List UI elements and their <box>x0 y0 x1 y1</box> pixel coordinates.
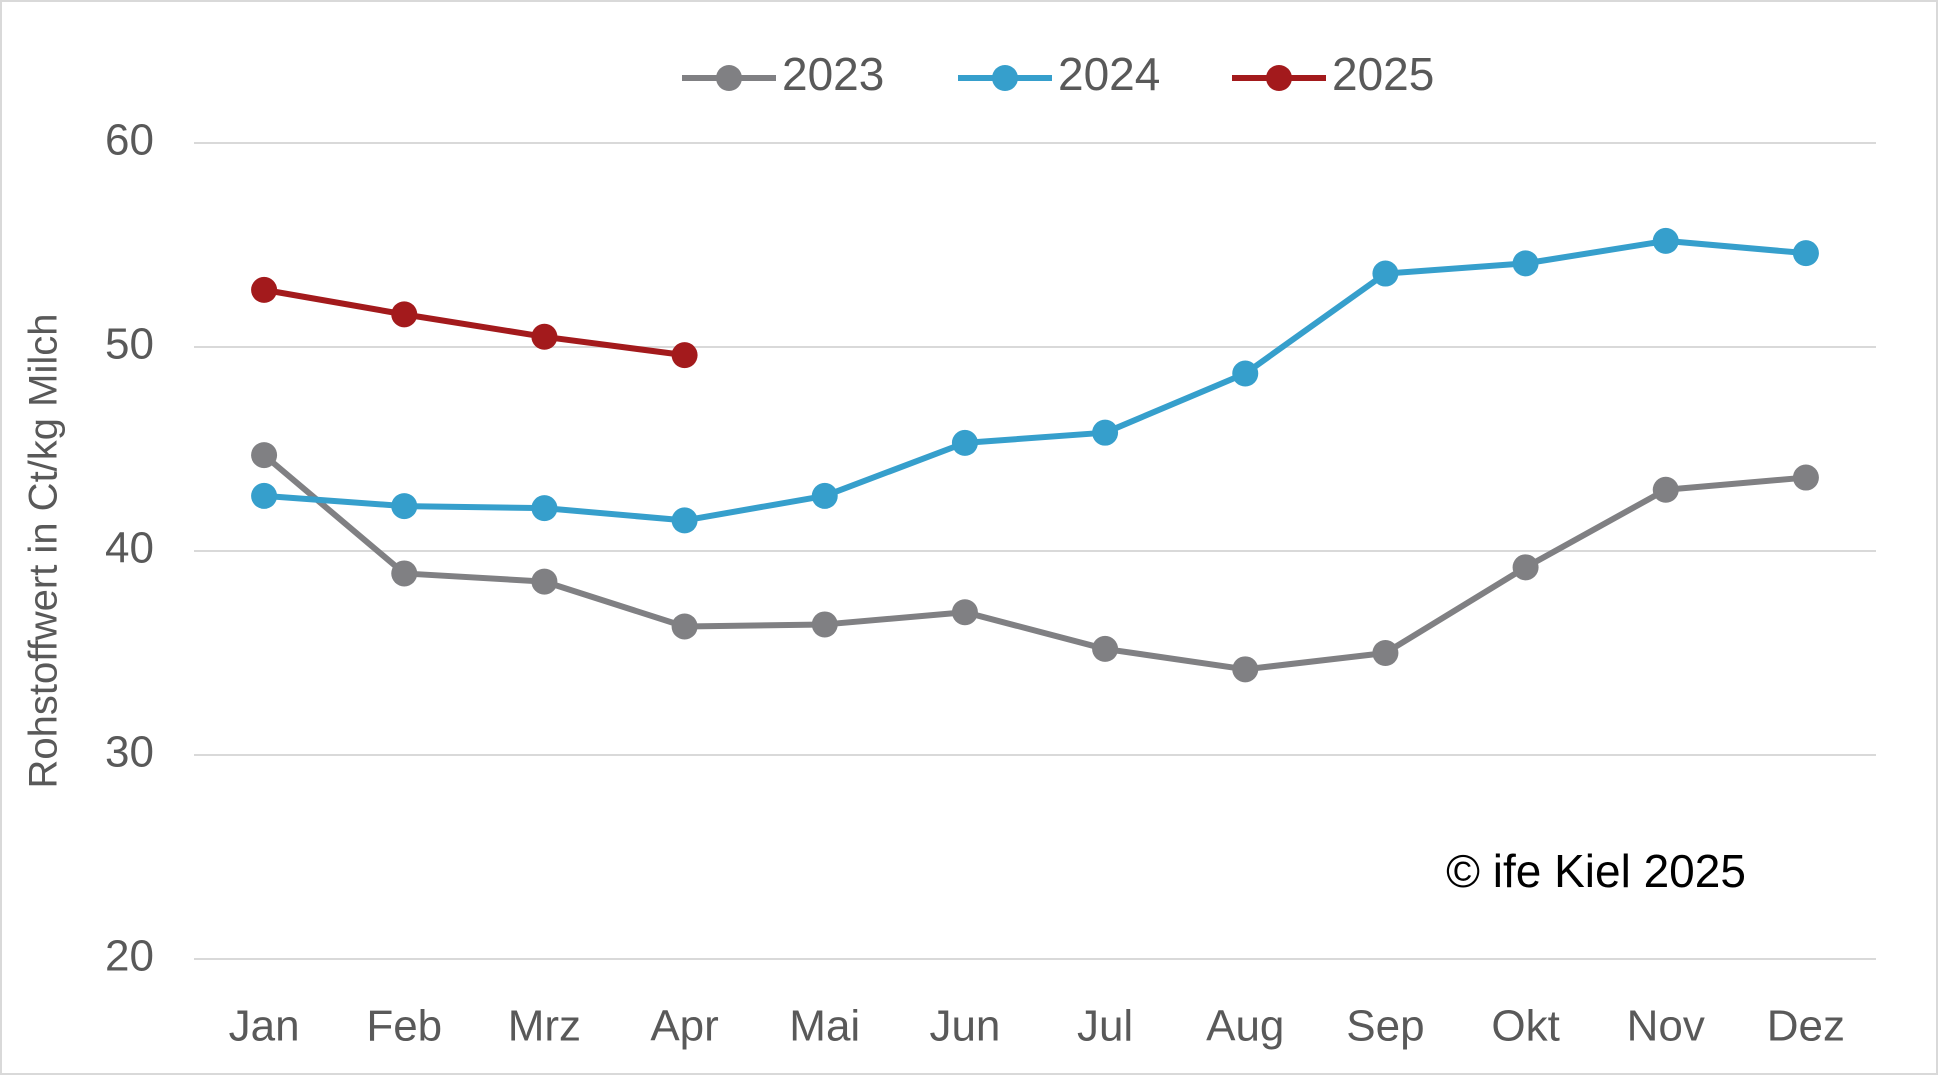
data-point <box>811 482 838 509</box>
x-tick-label: Apr <box>650 1002 718 1051</box>
x-tick-label: Mai <box>789 1002 860 1051</box>
data-point <box>251 442 278 469</box>
data-point <box>531 323 558 350</box>
data-point <box>1792 464 1819 491</box>
y-tick-label: 30 <box>105 728 154 777</box>
series-line <box>262 452 1807 673</box>
x-tick-label: Nov <box>1627 1002 1705 1051</box>
data-point <box>811 611 838 638</box>
data-point <box>951 429 978 456</box>
data-point <box>671 507 698 534</box>
data-point <box>1652 227 1679 254</box>
data-point <box>1232 656 1259 683</box>
y-tick-label: 60 <box>105 116 154 165</box>
data-point <box>251 482 278 509</box>
legend-marker <box>1266 65 1292 91</box>
x-tick-label: Okt <box>1491 1002 1559 1051</box>
legend-label: 2025 <box>1332 48 1434 100</box>
x-tick-label: Jan <box>229 1002 300 1051</box>
x-tick-label: Feb <box>366 1002 442 1051</box>
annotation: © ife Kiel 2025 <box>1446 845 1746 897</box>
data-point <box>1792 240 1819 267</box>
series-line <box>263 286 685 359</box>
legend-label: 2024 <box>1058 48 1160 100</box>
data-point <box>1372 640 1399 666</box>
x-tick-label: Jun <box>929 1002 1000 1051</box>
data-point <box>951 599 978 626</box>
x-tick-label: Jul <box>1077 1002 1133 1051</box>
data-point <box>1092 419 1119 446</box>
data-point <box>1232 360 1259 387</box>
y-tick-label: 40 <box>105 524 154 573</box>
series-line <box>263 237 1807 524</box>
data-point <box>1652 476 1679 503</box>
y-tick-label: 20 <box>105 932 154 981</box>
data-point <box>671 342 698 369</box>
data-point <box>391 493 418 520</box>
data-point <box>531 495 558 522</box>
data-point <box>1512 554 1539 581</box>
data-point <box>531 568 558 595</box>
legend-marker <box>992 65 1018 91</box>
data-point <box>1372 260 1399 287</box>
data-point <box>1092 635 1119 662</box>
x-tick-label: Dez <box>1767 1002 1845 1051</box>
legend-label: 2023 <box>782 48 884 100</box>
y-axis-title: Rohstoffwert in Ct/kg Milch <box>22 314 66 789</box>
data-point <box>1512 250 1539 277</box>
data-point <box>391 560 418 587</box>
data-point <box>251 276 278 303</box>
x-tick-label: Aug <box>1206 1002 1284 1051</box>
x-tick-label: Mrz <box>508 1002 581 1051</box>
data-point <box>391 301 418 328</box>
data-point <box>671 613 698 640</box>
legend-marker <box>716 65 742 91</box>
x-tick-label: Sep <box>1346 1002 1424 1051</box>
y-tick-label: 50 <box>105 320 154 369</box>
